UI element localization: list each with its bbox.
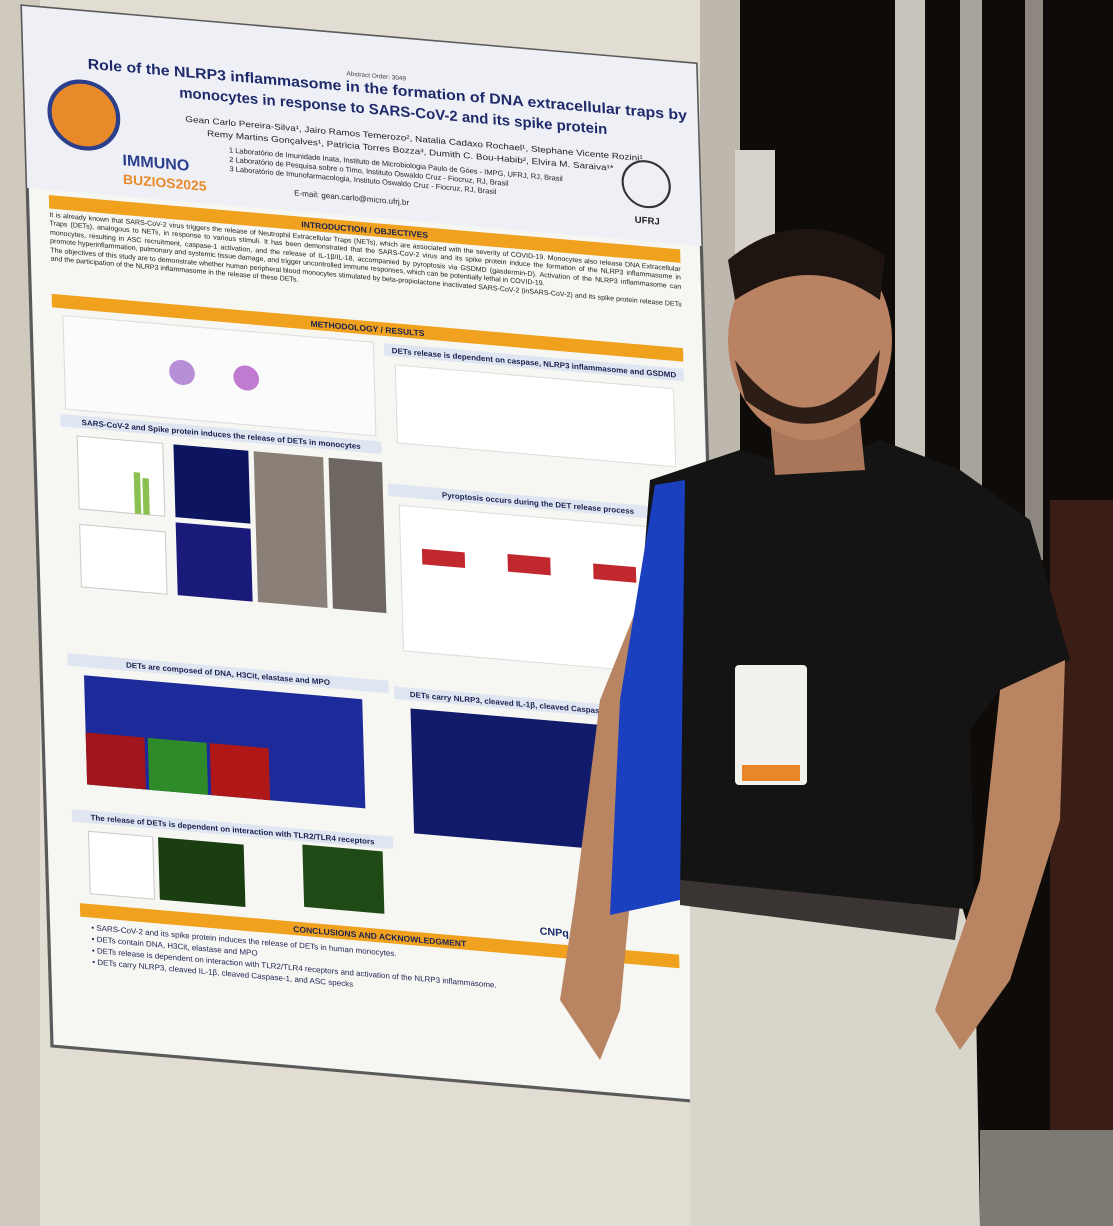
beard bbox=[735, 350, 880, 424]
panel-title-bar bbox=[388, 483, 688, 522]
window-frame bbox=[1025, 0, 1043, 560]
bar bbox=[133, 472, 142, 515]
panel-title-bar bbox=[383, 343, 684, 382]
bar-chart bbox=[79, 523, 168, 595]
blue-bag bbox=[610, 480, 685, 915]
micrograph bbox=[209, 743, 271, 801]
micrograph bbox=[85, 732, 147, 790]
red-wall bbox=[1050, 500, 1113, 1226]
micrograph bbox=[147, 737, 209, 795]
trousers bbox=[640, 880, 980, 1226]
university: UFRJ bbox=[635, 215, 660, 228]
floor-grate bbox=[980, 1130, 1113, 1226]
t-shirt bbox=[640, 440, 1070, 910]
panel-title-bar bbox=[60, 413, 382, 454]
section-bar bbox=[48, 195, 681, 263]
micrograph bbox=[302, 844, 385, 914]
person bbox=[560, 228, 1070, 1226]
method-scheme bbox=[62, 314, 377, 437]
bar bbox=[507, 553, 551, 576]
event-name: IMMUNO bbox=[122, 152, 189, 174]
bar-chart bbox=[394, 364, 677, 468]
cell-icon bbox=[233, 365, 260, 391]
section-bar bbox=[51, 293, 684, 362]
panel-title-bar bbox=[71, 809, 394, 850]
micrograph bbox=[328, 457, 387, 614]
micrograph bbox=[173, 444, 251, 524]
bar bbox=[593, 563, 637, 583]
university-seal bbox=[621, 160, 671, 209]
window-frame bbox=[960, 0, 982, 520]
poster: IMMUNO BUZIOS2025 Abstract Order: 3049 R… bbox=[20, 4, 728, 1106]
right-arm bbox=[935, 660, 1065, 1050]
event-year: BUZIOS2025 bbox=[123, 172, 207, 194]
poster-header bbox=[22, 6, 702, 246]
cell-icon bbox=[169, 359, 195, 386]
micrograph bbox=[253, 451, 328, 609]
sponsor: CNPq bbox=[540, 926, 569, 940]
bar bbox=[421, 548, 466, 568]
belt bbox=[680, 870, 960, 940]
micrograph bbox=[158, 837, 246, 908]
bar-chart bbox=[76, 435, 166, 517]
hair bbox=[728, 228, 885, 300]
badge-stripe bbox=[742, 765, 800, 781]
bar bbox=[142, 477, 150, 515]
micrograph bbox=[175, 522, 253, 602]
bar-chart bbox=[87, 830, 156, 900]
event-logo bbox=[47, 79, 121, 151]
micrograph-grid bbox=[410, 708, 629, 852]
section-bar bbox=[79, 903, 680, 969]
panel-title-bar bbox=[67, 653, 389, 694]
name-badge bbox=[735, 665, 807, 785]
